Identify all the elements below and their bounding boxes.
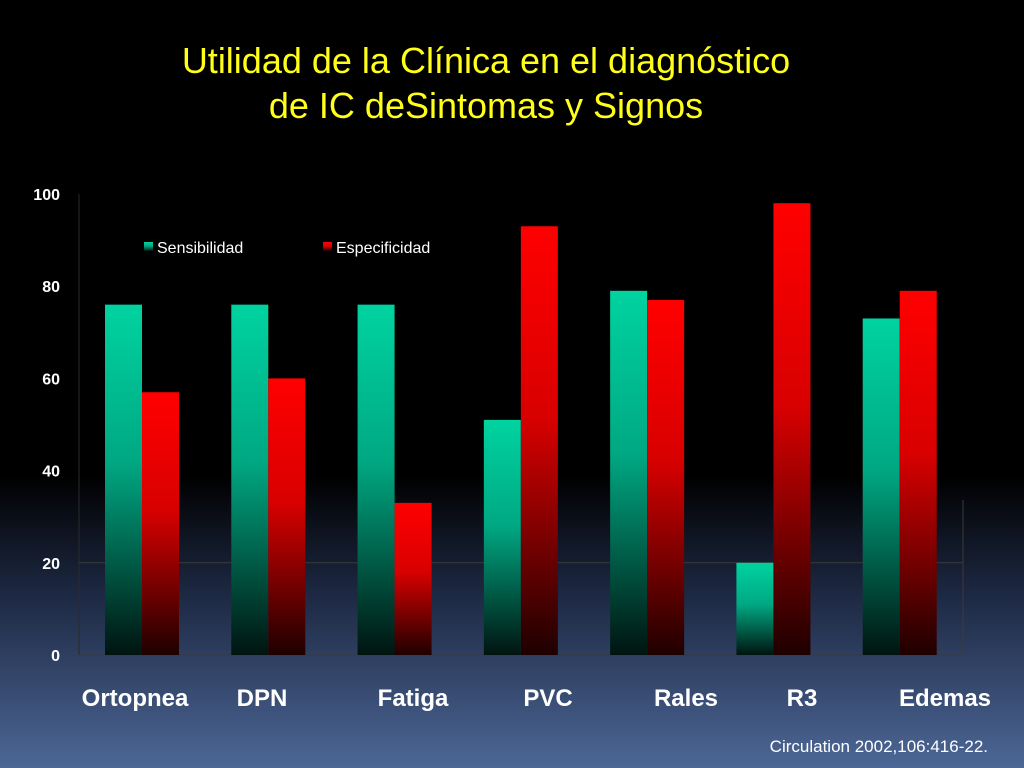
title-line-1: Utilidad de la Clínica en el diagnóstico [181, 40, 791, 81]
y-tick-label-0: 0 [51, 648, 60, 665]
y-tick-label-20: 20 [42, 556, 60, 573]
x-tick-label-pvc: PVC [523, 685, 572, 712]
title-line-2: de IC deSintomas y Signos [268, 85, 704, 126]
bar-especificidad-ortopnea [142, 392, 179, 655]
citation: Circulation 2002,106:416-22. [769, 737, 988, 756]
bar-especificidad-edemas [899, 290, 937, 655]
legend-swatch-sensibilidad [144, 242, 153, 251]
bar-sensibilidad-fatiga [357, 304, 395, 655]
bars-group [105, 203, 937, 655]
y-tick-label-40: 40 [42, 464, 60, 481]
legend-label-sensibilidad: Sensibilidad [157, 240, 243, 257]
x-tick-label-rales: Rales [654, 685, 718, 712]
bar-especificidad-pvc [520, 226, 558, 655]
legend-swatch-especificidad [323, 242, 332, 251]
legend-label-especificidad: Especificidad [336, 240, 430, 257]
bar-sensibilidad-pvc [483, 419, 521, 655]
bar-sensibilidad-r3 [736, 562, 774, 655]
x-tick-label-r3: R3 [787, 685, 818, 712]
y-tick-label-100: 100 [33, 187, 60, 204]
bar-sensibilidad-rales [610, 290, 648, 655]
legend: Sensibilidad Especificidad [144, 240, 430, 257]
bar-sensibilidad-edemas [862, 318, 900, 655]
y-axis-ticks: 0 20 40 60 80 100 [33, 187, 60, 665]
bar-sensibilidad-ortopnea [105, 304, 142, 655]
y-tick-label-60: 60 [42, 371, 60, 388]
x-axis-ticks: Ortopnea DPN Fatiga PVC Rales R3 Edemas [82, 685, 991, 712]
slide-title: Utilidad de la Clínica en el diagnóstico… [0, 38, 972, 128]
bar-especificidad-dpn [268, 378, 306, 655]
x-tick-label-fatiga: Fatiga [378, 685, 449, 712]
bar-sensibilidad-dpn [231, 304, 269, 655]
bar-especificidad-rales [647, 300, 685, 655]
x-tick-label-dpn: DPN [237, 685, 288, 712]
x-tick-label-ortopnea: Ortopnea [82, 685, 189, 712]
bar-especificidad-r3 [773, 203, 811, 655]
y-tick-label-80: 80 [42, 279, 60, 296]
x-tick-label-edemas: Edemas [899, 685, 991, 712]
bar-especificidad-fatiga [394, 502, 432, 655]
